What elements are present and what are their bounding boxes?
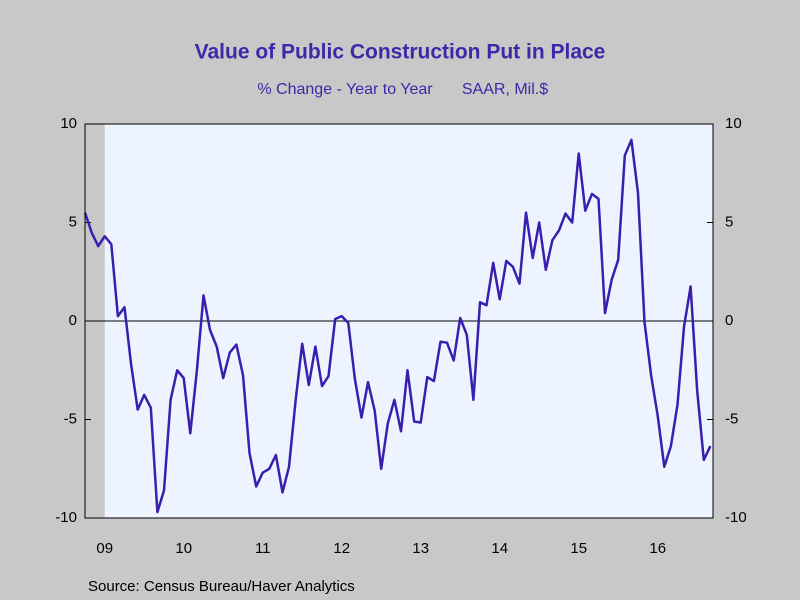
chart-subtitle: % Change - Year to Year bbox=[257, 81, 433, 98]
y-tick-label: 5 bbox=[69, 213, 77, 230]
x-tick-label: 14 bbox=[491, 540, 508, 557]
x-tick-label: 09 bbox=[96, 540, 113, 557]
x-tick-label: 12 bbox=[333, 540, 350, 557]
chart-title: Value of Public Construction Put in Plac… bbox=[195, 41, 606, 64]
x-tick-label: 16 bbox=[649, 540, 666, 557]
y2-tick-label: 0 bbox=[725, 312, 733, 329]
x-tick-label: 10 bbox=[175, 540, 192, 557]
y2-tick-label: -10 bbox=[725, 509, 747, 526]
x-tick-label: 13 bbox=[412, 540, 429, 557]
x-tick-label: 11 bbox=[255, 540, 271, 557]
source: Source: Census Bureau/Haver Analytics bbox=[88, 578, 355, 595]
chart-subtitle: SAAR, Mil.$ bbox=[462, 81, 548, 98]
y2-tick-label: 10 bbox=[725, 115, 742, 132]
y-tick-label: 10 bbox=[60, 115, 77, 132]
y-tick-label: -10 bbox=[55, 509, 77, 526]
plot-frame bbox=[84, 123, 714, 519]
y-tick-label: 0 bbox=[69, 312, 77, 329]
y2-tick-label: -5 bbox=[725, 410, 738, 427]
y2-tick-label: 5 bbox=[725, 213, 733, 230]
y-tick-label: -5 bbox=[64, 410, 77, 427]
data-line bbox=[83, 138, 712, 514]
x-tick-label: 15 bbox=[570, 540, 587, 557]
